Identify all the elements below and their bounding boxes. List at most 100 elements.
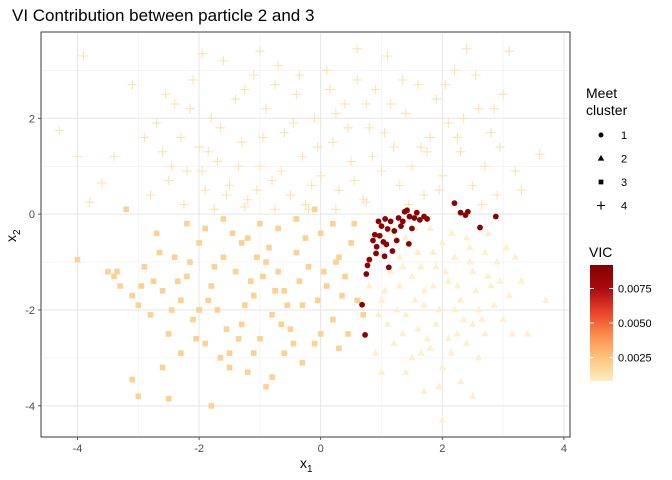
point-cluster-1	[370, 237, 376, 244]
point-cluster-2	[499, 315, 507, 323]
point-cluster-2	[420, 387, 428, 394]
point-cluster-1	[384, 226, 391, 232]
point-cluster-4	[270, 79, 280, 90]
point-cluster-3	[135, 393, 142, 400]
point-cluster-2	[429, 248, 437, 255]
point-cluster-1	[376, 232, 383, 239]
point-cluster-4	[97, 178, 107, 188]
point-cluster-4	[379, 127, 390, 138]
point-cluster-3	[187, 259, 193, 265]
point-cluster-3	[251, 350, 257, 356]
point-cluster-4	[188, 75, 198, 85]
point-cluster-4	[346, 156, 356, 167]
point-cluster-2	[441, 267, 450, 275]
point-cluster-3	[178, 297, 184, 304]
point-cluster-3	[168, 307, 175, 313]
point-cluster-1	[406, 213, 413, 220]
point-cluster-3	[156, 249, 163, 256]
point-cluster-3	[263, 259, 269, 265]
point-cluster-4	[498, 89, 508, 100]
point-cluster-2	[389, 339, 398, 347]
point-cluster-4	[473, 103, 484, 114]
y-tick-label: 0	[29, 209, 35, 221]
point-cluster-4	[394, 180, 405, 191]
point-cluster-2	[502, 243, 510, 251]
point-cluster-4	[157, 147, 168, 157]
point-cluster-1	[492, 213, 499, 220]
point-cluster-3	[220, 254, 227, 261]
point-cluster-2	[417, 262, 425, 270]
x-axis-title-main: x	[300, 455, 307, 471]
point-cluster-4	[309, 113, 320, 124]
point-cluster-4	[166, 161, 177, 172]
point-cluster-4	[413, 79, 423, 90]
point-cluster-3	[317, 331, 324, 337]
point-cluster-3	[317, 230, 324, 237]
point-cluster-4	[434, 185, 445, 195]
point-cluster-4	[297, 151, 308, 162]
point-cluster-1	[385, 264, 392, 271]
point-cluster-4	[419, 190, 429, 200]
point-cluster-4	[407, 161, 417, 172]
point-cluster-3	[111, 273, 117, 280]
point-cluster-4	[489, 103, 499, 114]
point-cluster-4	[340, 99, 350, 109]
point-cluster-4	[449, 65, 460, 76]
point-cluster-3	[314, 297, 321, 304]
point-cluster-3	[257, 220, 263, 227]
point-cluster-4	[197, 48, 207, 59]
point-cluster-4	[467, 180, 478, 191]
point-cluster-3	[238, 240, 245, 246]
color-bar-ticks: 0.0075 0.0050 0.0025	[590, 283, 652, 365]
point-cluster-3	[208, 283, 215, 289]
shape-legend-label: 1	[621, 130, 627, 142]
x-axis-ticks: -4 -2 0 2 4	[73, 437, 567, 455]
point-cluster-4	[212, 156, 223, 167]
point-cluster-4	[404, 199, 414, 210]
point-cluster-1	[424, 216, 430, 222]
point-cluster-2	[484, 272, 492, 279]
shape-legend-items: 1 2 3 4	[596, 130, 627, 213]
point-cluster-3	[336, 254, 342, 261]
point-cluster-3	[244, 235, 251, 241]
point-cluster-3	[354, 297, 360, 304]
point-cluster-4	[306, 180, 317, 191]
point-cluster-3	[193, 335, 199, 342]
point-cluster-2	[399, 329, 407, 337]
point-cluster-2	[484, 229, 492, 236]
point-cluster-2	[380, 286, 389, 294]
point-cluster-4	[367, 151, 378, 162]
point-cluster-3	[254, 254, 260, 261]
point-cluster-4	[331, 108, 341, 119]
point-cluster-2	[371, 348, 380, 356]
legend-circle-icon	[598, 132, 604, 138]
point-cluster-3	[196, 240, 202, 246]
point-cluster-2	[377, 296, 386, 303]
point-cluster-2	[444, 277, 453, 284]
point-cluster-4	[239, 202, 250, 212]
point-cluster-2	[386, 267, 395, 275]
point-cluster-4	[385, 99, 396, 109]
color-bar-tick-label: 0.0050	[618, 318, 652, 330]
plot-border	[40, 31, 571, 438]
color-legend: VIC 0.0075 0.0050 0.0025	[589, 244, 652, 381]
y-tick-label: -4	[25, 401, 35, 413]
point-cluster-4	[422, 147, 432, 157]
point-cluster-4	[458, 113, 469, 124]
point-cluster-4	[270, 204, 280, 215]
point-cluster-2	[435, 305, 444, 313]
point-cluster-4	[361, 197, 372, 207]
point-cluster-3	[311, 340, 318, 347]
shape-legend-title-line2: cluster	[586, 102, 628, 118]
shape-legend-label: 2	[621, 154, 627, 166]
point-cluster-3	[266, 244, 272, 251]
point-cluster-1	[378, 223, 385, 229]
point-cluster-4	[182, 166, 192, 176]
point-cluster-3	[229, 230, 236, 237]
point-cluster-3	[281, 288, 288, 294]
point-cluster-3	[305, 264, 312, 270]
point-cluster-1	[381, 253, 388, 260]
point-cluster-4	[361, 99, 372, 109]
point-cluster-3	[311, 206, 318, 213]
x-tick-label: -2	[194, 443, 204, 455]
